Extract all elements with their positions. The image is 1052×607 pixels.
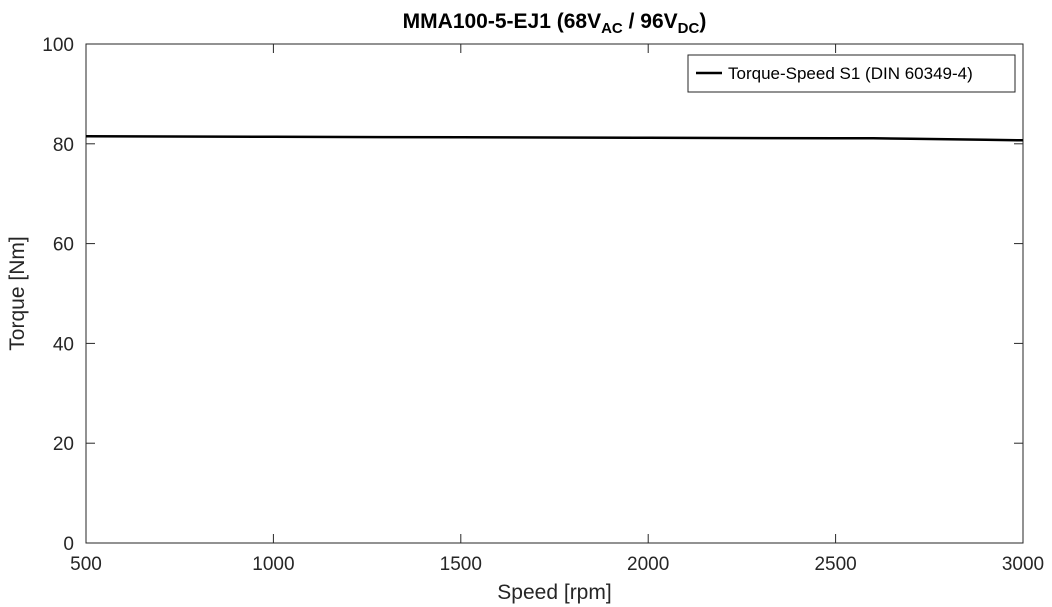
chart-title-subscript: AC	[601, 20, 623, 37]
x-axis-label: Speed [rpm]	[497, 581, 611, 604]
x-tick-label: 1500	[440, 554, 482, 575]
series-layer	[85, 135, 1024, 142]
legend: Torque-Speed S1 (DIN 60349-4)	[687, 54, 1016, 93]
chart-title-part: MMA100-5-EJ1 (68V	[403, 10, 601, 33]
x-tick-label: 3000	[1002, 554, 1044, 575]
chart-title-part: / 96V	[623, 10, 678, 33]
chart-title-subscript: DC	[678, 20, 700, 37]
y-tick-label: 40	[53, 334, 74, 355]
y-tick-label: 80	[53, 135, 74, 156]
x-tick-label: 1000	[252, 554, 294, 575]
y-tick-label: 100	[42, 35, 74, 56]
plot-area	[85, 43, 1024, 544]
x-tick-label: 2000	[627, 554, 669, 575]
legend-entry-label: Torque-Speed S1 (DIN 60349-4)	[728, 64, 973, 83]
series-line-torque-speed	[85, 135, 1024, 142]
chart-title: MMA100-5-EJ1 (68VAC / 96VDC)	[403, 10, 707, 37]
axis-ticks: 500 1000 1500 2000 2500 3000 0 20 40 60 80 100	[42, 35, 1044, 575]
y-tick-label: 0	[63, 534, 74, 555]
y-tick-label: 60	[53, 235, 74, 256]
chart-title-part: )	[699, 10, 706, 33]
legend-box	[687, 54, 1016, 93]
x-tick-label: 500	[70, 554, 102, 575]
x-tick-label: 2500	[814, 554, 856, 575]
y-tick-label: 20	[53, 434, 74, 455]
y-axis-label: Torque [Nm]	[6, 236, 29, 350]
